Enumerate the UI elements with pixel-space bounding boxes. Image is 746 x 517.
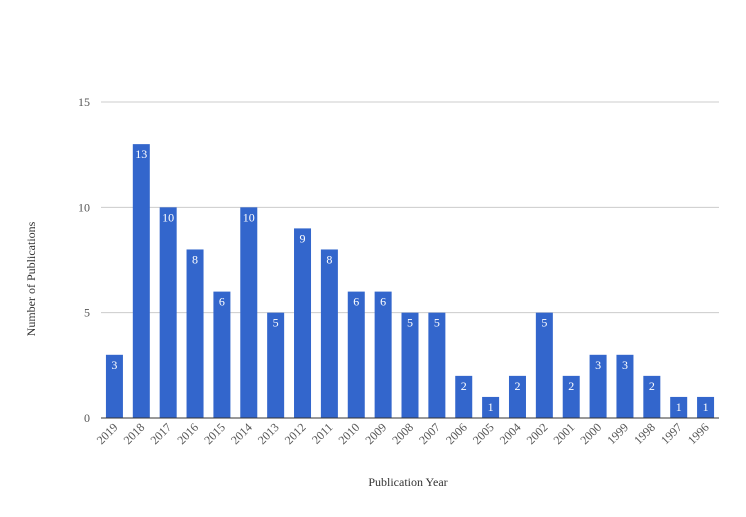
bar-value-label: 2 [461, 379, 467, 393]
bar [159, 207, 177, 418]
bar [455, 375, 473, 418]
bar [535, 312, 553, 418]
bar [643, 375, 661, 418]
x-axis-title: Publication Year [368, 475, 447, 489]
bar-value-label: 1 [676, 400, 682, 414]
bar-value-label: 5 [273, 316, 279, 330]
y-tick-label: 5 [84, 306, 90, 320]
bar [132, 144, 150, 418]
y-tick-label: 10 [78, 200, 90, 214]
x-tick-label: 2007 [416, 420, 443, 447]
bar-value-label: 1 [703, 400, 709, 414]
bar-value-label: 3 [595, 358, 601, 372]
bar [374, 291, 392, 418]
x-tick-label: 2009 [362, 420, 389, 447]
bar [670, 396, 688, 418]
bar-value-label: 5 [407, 316, 413, 330]
bar [697, 396, 715, 418]
x-tick-label: 2011 [309, 420, 336, 447]
bar [186, 249, 204, 418]
bar-value-label: 3 [622, 358, 628, 372]
x-tick-label: 2016 [174, 420, 201, 447]
x-tick-label: 2013 [255, 420, 282, 447]
x-tick-label: 2001 [550, 420, 577, 447]
bar-value-label: 3 [111, 358, 117, 372]
bar-value-label: 6 [219, 295, 225, 309]
x-tick-label: 1999 [604, 420, 631, 447]
x-axis-ticks: 2019 2018 2017 2016 2015 2014 2013 2012 2011 2010… [94, 420, 712, 447]
bar-value-label: 8 [192, 252, 198, 266]
bar-value-label: 5 [541, 316, 547, 330]
bar [294, 228, 312, 418]
bar [401, 312, 419, 418]
bar [562, 375, 580, 418]
x-tick-label: 1996 [685, 420, 712, 447]
bar-value-label: 6 [380, 295, 386, 309]
bar [320, 249, 338, 418]
bar [508, 375, 526, 418]
bar-value-label: 2 [568, 379, 574, 393]
bar [616, 354, 634, 418]
x-tick-label: 2002 [524, 420, 551, 447]
x-tick-label: 2008 [389, 420, 416, 447]
x-tick-label: 2005 [470, 420, 497, 447]
bar [240, 207, 258, 418]
bar-value-label: 9 [300, 231, 306, 245]
bar [347, 291, 365, 418]
x-tick-label: 1998 [631, 420, 658, 447]
x-tick-label: 2017 [147, 420, 174, 447]
y-axis-title: Number of Publications [24, 221, 38, 336]
bar [589, 354, 607, 418]
bar-value-label: 8 [326, 252, 332, 266]
bar-value-label: 2 [514, 379, 520, 393]
x-tick-label: 2000 [577, 420, 604, 447]
bar [428, 312, 446, 418]
bar-value-label: 5 [434, 316, 440, 330]
bars: 3 13 10 8 6 10 5 9 8 6 6 5 5 2 1 2 5 2 3 3 2 1 1 [105, 144, 715, 418]
x-tick-label: 2018 [121, 420, 148, 447]
bar-value-label: 2 [649, 379, 655, 393]
bar-value-label: 10 [162, 210, 174, 224]
bar [213, 291, 231, 418]
x-tick-label: 2019 [94, 420, 121, 447]
y-axis-ticks: 0 5 10 15 [78, 95, 90, 425]
x-tick-label: 2014 [228, 420, 255, 447]
bar [482, 396, 500, 418]
y-tick-label: 0 [84, 411, 90, 425]
y-tick-label: 15 [78, 95, 90, 109]
bar-value-label: 10 [243, 210, 255, 224]
x-tick-label: 2006 [443, 420, 470, 447]
bar-value-label: 6 [353, 295, 359, 309]
bar-value-label: 1 [488, 400, 494, 414]
bar-value-label: 13 [135, 147, 147, 161]
bar [267, 312, 285, 418]
x-tick-label: 2004 [497, 420, 524, 447]
x-tick-label: 2015 [201, 420, 228, 447]
x-tick-label: 2010 [336, 420, 363, 447]
x-tick-label: 1997 [658, 420, 685, 447]
x-tick-label: 2012 [282, 420, 309, 447]
bar [105, 354, 123, 418]
